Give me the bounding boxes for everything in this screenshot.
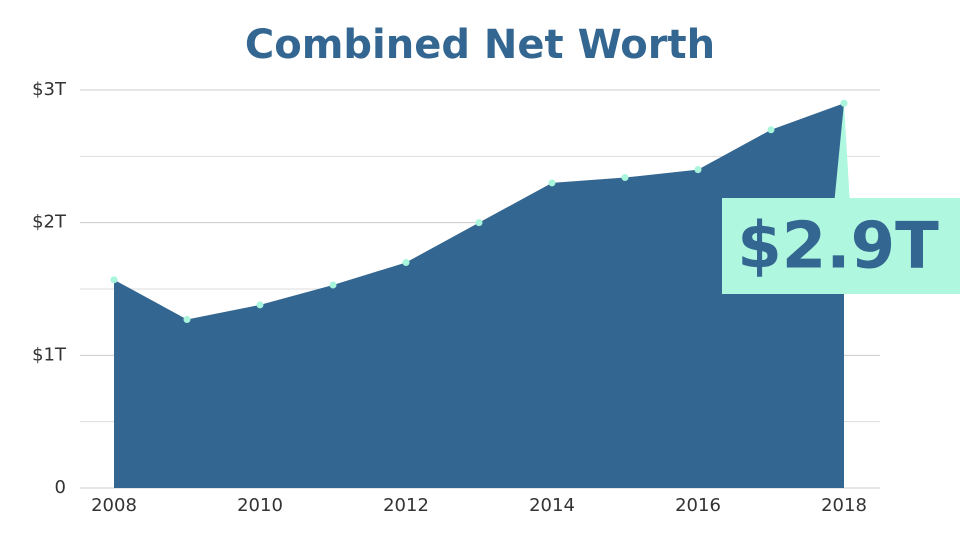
callout-pointer bbox=[834, 103, 850, 205]
data-point bbox=[475, 219, 483, 227]
value-label-callout: $2.9T bbox=[722, 103, 960, 294]
data-point bbox=[183, 316, 191, 324]
y-tick-label: $3T bbox=[32, 79, 67, 100]
x-tick-label: 2012 bbox=[383, 495, 429, 516]
y-tick-label: 0 bbox=[55, 477, 66, 498]
data-point bbox=[329, 281, 337, 289]
value-label: $2.9T bbox=[737, 210, 939, 284]
y-tick-label: $1T bbox=[32, 344, 67, 365]
data-point bbox=[694, 166, 702, 174]
x-tick-label: 2014 bbox=[529, 495, 575, 516]
x-tick-label: 2016 bbox=[675, 495, 721, 516]
data-point bbox=[767, 126, 775, 134]
data-point bbox=[256, 301, 264, 309]
x-tick-label: 2018 bbox=[821, 495, 867, 516]
y-tick-label: $2T bbox=[32, 212, 67, 233]
data-point bbox=[548, 179, 556, 187]
data-point bbox=[621, 174, 629, 182]
x-tick-label: 2010 bbox=[237, 495, 283, 516]
chart-title: Combined Net Worth bbox=[245, 22, 715, 68]
x-tick-label: 2008 bbox=[91, 495, 137, 516]
callout-box bbox=[722, 198, 960, 294]
area bbox=[114, 103, 844, 489]
data-point bbox=[110, 276, 118, 284]
data-point bbox=[402, 258, 410, 266]
